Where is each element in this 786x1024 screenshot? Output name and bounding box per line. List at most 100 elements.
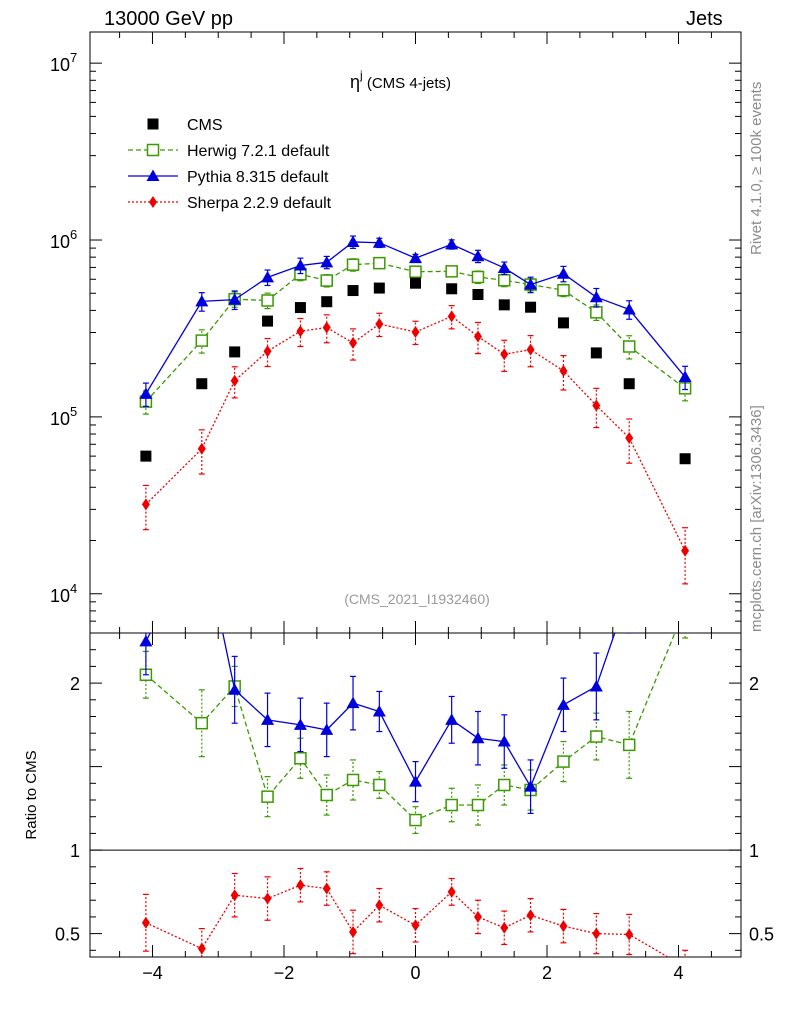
pythia-marker	[524, 278, 538, 290]
pythia-ratio-marker	[524, 780, 538, 792]
ratio-ytick-label-right: 1	[749, 841, 759, 861]
pythia-marker	[261, 270, 275, 283]
cms-marker	[679, 453, 691, 465]
y-tick-label: 106	[50, 227, 77, 252]
title-symbol: η	[350, 72, 360, 92]
herwig-ratio-marker	[557, 755, 570, 768]
pythia-marker	[497, 261, 511, 273]
ratio-series-group	[139, 526, 689, 957]
herwig-marker	[557, 283, 570, 297]
y-tick-base: 10	[50, 586, 70, 606]
sherpa-ratio-marker	[296, 879, 305, 892]
ratio-axis-label: Ratio to CMS	[23, 750, 40, 839]
pythia-ratio-marker	[139, 634, 153, 647]
y-tick-exponent: 5	[70, 404, 77, 419]
sherpa-marker	[322, 321, 331, 334]
pythia-ratio-marker	[497, 735, 511, 747]
pythia-ratio-marker	[195, 526, 208, 538]
y-tick-base: 10	[50, 409, 70, 429]
legend-label-pythia: Pythia 8.315 default	[187, 169, 329, 186]
sherpa-marker	[263, 345, 272, 358]
pythia-marker	[228, 293, 242, 305]
reference-label: (CMS_2021_I1932460)	[344, 591, 490, 607]
sherpa-ratio-marker	[349, 925, 358, 938]
sherpa-line	[145, 315, 686, 552]
pythia-marker	[445, 237, 459, 250]
legend-sherpa-marker	[149, 196, 157, 208]
sherpa-ratio-marker	[411, 919, 420, 932]
y-tick-base: 10	[50, 232, 70, 252]
header-analysis: Jets	[686, 8, 723, 30]
herwig-ratio-marker	[195, 716, 209, 730]
y-tick-exponent: 4	[70, 581, 77, 596]
pythia-marker	[589, 290, 603, 303]
main-series-group	[139, 235, 692, 585]
y-tick-label: 107	[50, 50, 77, 75]
herwig-marker	[320, 274, 333, 287]
pythia-line	[145, 241, 686, 395]
cms-marker	[373, 282, 385, 294]
sherpa-ratio-marker	[500, 921, 509, 934]
pythia-marker	[293, 258, 307, 271]
sherpa-ratio-marker	[526, 909, 535, 922]
ratio-ytick-label-right: 0.5	[749, 925, 774, 945]
y-tick-base: 10	[50, 55, 70, 75]
herwig-marker	[498, 274, 511, 287]
pythia-marker	[320, 255, 334, 268]
cms-marker	[347, 285, 359, 297]
herwig-marker	[409, 265, 422, 278]
herwig-marker	[261, 294, 274, 307]
pythia-ratio-marker	[372, 704, 386, 717]
cms-marker	[498, 299, 510, 311]
legend-label-cms: CMS	[187, 117, 223, 134]
pythia-marker	[409, 251, 422, 264]
pythia-ratio-marker	[228, 683, 242, 695]
y-tick-label: 104	[50, 581, 77, 606]
legend-entry-cms: CMS	[147, 117, 223, 134]
title-text: (CMS 4-jets)	[363, 75, 451, 92]
sherpa-series	[141, 305, 690, 585]
cms-marker	[196, 378, 208, 390]
pythia-ratio-marker	[320, 723, 334, 735]
herwig-marker	[471, 270, 485, 284]
pythia-ratio-marker	[346, 696, 360, 709]
cms-marker	[229, 346, 241, 358]
legend-entry-sherpa: Sherpa 2.2.9 default	[128, 195, 332, 212]
x-tick-label: 2	[542, 963, 552, 983]
legend-label-herwig: Herwig 7.2.1 default	[187, 143, 330, 160]
herwig-ratio-marker	[445, 798, 458, 812]
pythia-ratio-marker	[261, 713, 275, 725]
pythia-ratio-marker	[445, 713, 459, 725]
sherpa-marker	[296, 325, 305, 338]
title-superscript: j	[359, 68, 363, 82]
sherpa-marker	[500, 348, 509, 361]
herwig-marker	[195, 334, 209, 347]
sherpa-marker	[141, 498, 150, 511]
sherpa-marker	[625, 431, 634, 444]
pythia-marker	[471, 249, 485, 262]
ratio-ytick-label-left: 1	[70, 841, 80, 861]
pythia-marker	[139, 387, 153, 399]
sherpa-marker	[447, 310, 456, 323]
sherpa-ratio-marker	[447, 885, 456, 898]
cms-marker	[590, 347, 602, 359]
cms-marker	[472, 289, 484, 301]
herwig-marker	[373, 256, 386, 270]
pythia-ratio-marker	[589, 679, 603, 692]
cms-series	[140, 277, 691, 465]
herwig-ratio-marker	[622, 738, 636, 752]
pythia-ratio-marker	[293, 718, 307, 730]
chart-title: ηj (CMS 4-jets)	[350, 68, 451, 92]
y-tick-exponent: 6	[70, 227, 77, 242]
pythia-marker	[346, 235, 360, 247]
legend-label-sherpa: Sherpa 2.2.9 default	[187, 195, 332, 212]
pythia-ratio-marker	[623, 585, 636, 597]
legend-entry-herwig: Herwig 7.2.1 default	[128, 143, 330, 160]
cms-marker	[140, 450, 152, 462]
herwig-ratio-marker	[373, 778, 386, 792]
pythia-marker	[556, 267, 570, 279]
cms-marker	[321, 296, 333, 308]
sherpa-marker	[526, 343, 535, 356]
sherpa-ratio-marker	[230, 889, 239, 902]
